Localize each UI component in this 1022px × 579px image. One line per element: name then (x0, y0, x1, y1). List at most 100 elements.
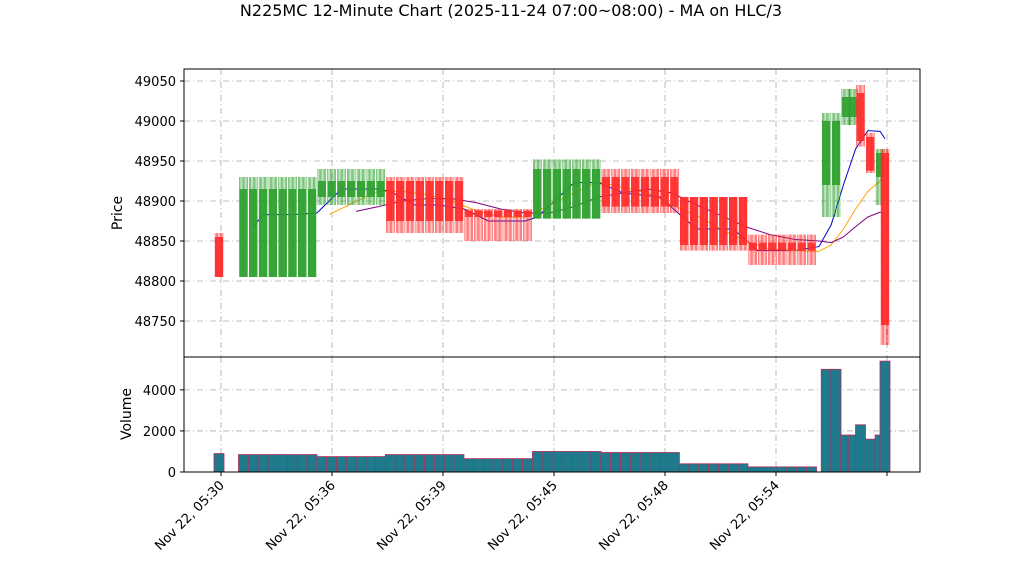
candle-body (768, 242, 777, 251)
candle-body (357, 181, 366, 197)
volume-bar (453, 454, 465, 473)
volume-bar (492, 458, 504, 473)
x-tick-label: Nov 22, 05:30 (152, 478, 228, 554)
candle-body (445, 181, 454, 221)
price-y-tick-label: 49000 (135, 115, 176, 130)
candle-body (680, 197, 689, 245)
volume-bar (512, 458, 524, 473)
volume-bar (864, 438, 876, 473)
candle-body (337, 181, 346, 197)
volume-bar (482, 458, 494, 473)
volume-y-tick-label: 4000 (143, 384, 176, 399)
candle-body (347, 181, 356, 197)
candle-body (425, 181, 434, 221)
candle-body (849, 97, 858, 117)
volume-bar (600, 452, 612, 473)
price-y-tick-label: 48950 (135, 155, 176, 170)
volume-bar (879, 360, 891, 473)
volume-bar (678, 463, 690, 473)
candle-body (552, 169, 561, 219)
volume-bar (561, 451, 573, 473)
volume-bar (639, 452, 651, 473)
candle-body (494, 210, 503, 217)
candle-body (317, 181, 326, 197)
volume-bar (433, 454, 445, 473)
candlesticks (214, 85, 890, 345)
volume-bar (473, 458, 484, 473)
candle-body (415, 181, 424, 221)
volume-bar (669, 452, 680, 473)
volume-bar (326, 456, 338, 473)
volume-bar (688, 463, 700, 473)
candle-body (660, 177, 669, 207)
volume-bar (267, 454, 279, 473)
volume-y-axis-label: Volume (119, 388, 135, 440)
x-tick-label: Nov 22, 05:39 (374, 478, 450, 554)
volume-y-tick-label: 0 (168, 466, 176, 481)
candle-body (503, 210, 512, 217)
candle-body (435, 181, 444, 221)
candle-body (807, 242, 816, 251)
x-tick-label: Nov 22, 05:54 (707, 478, 783, 554)
volume-bar (610, 452, 622, 473)
candle-body (386, 181, 395, 221)
candle-body (601, 177, 610, 207)
volume-bar (820, 368, 832, 473)
candle-body (582, 169, 591, 219)
candle-body (513, 210, 522, 217)
x-axis: Nov 22, 05:30 Nov 22, 05:36 Nov 22, 05:39 N… (152, 472, 888, 554)
candle-body (543, 169, 552, 219)
volume-bar (776, 466, 788, 473)
candle-body (396, 181, 405, 221)
candle-body (856, 93, 865, 141)
candle-body (641, 177, 650, 207)
candle-body (841, 97, 850, 117)
volume-bar (375, 456, 387, 473)
candle-body (484, 210, 493, 217)
candle-body (405, 181, 414, 221)
price-y-tick-label: 48750 (135, 315, 176, 330)
volume-bar (522, 458, 533, 473)
x-tick-label: Nov 22, 05:48 (596, 478, 672, 554)
volume-bar (806, 466, 817, 473)
volume-plot-frame (183, 356, 921, 473)
volume-bar (747, 466, 759, 473)
candle-body (474, 210, 483, 217)
volume-bar (336, 456, 347, 473)
candle-body (611, 177, 620, 207)
candle-body (787, 242, 796, 251)
volume-y-ticks: 0 2000 4000 (143, 384, 184, 481)
candle-body (366, 181, 375, 197)
volume-bar (463, 458, 475, 473)
volume-bar (649, 452, 661, 473)
candle-body (239, 189, 248, 277)
candle-body (268, 189, 277, 277)
volume-bar (766, 466, 778, 473)
volume-bar (620, 452, 631, 473)
volume-bar (365, 456, 377, 473)
candle-body (278, 189, 287, 277)
candle-body (308, 189, 317, 277)
candle-body (327, 181, 336, 197)
chart-title: N225MC 12-Minute Chart (2025-11-24 07:00… (240, 1, 782, 20)
volume-bar (727, 463, 739, 473)
volume-bar (306, 454, 318, 473)
x-tick-label: Nov 22, 05:36 (263, 478, 339, 554)
volume-bar (404, 454, 416, 473)
volume-bar (580, 451, 592, 473)
candle-body (758, 242, 767, 251)
price-y-tick-label: 48800 (135, 275, 176, 290)
candle-body (533, 169, 542, 219)
candle-body (376, 181, 385, 197)
volume-bar (708, 463, 720, 473)
candle-body (621, 177, 630, 207)
volume-bar (590, 451, 602, 473)
volume-bar (717, 463, 729, 473)
volume-bar (394, 454, 406, 473)
candle-body (562, 169, 571, 219)
candle-body (670, 177, 679, 207)
volume-bar (830, 368, 842, 473)
volume-y-tick-label: 2000 (143, 425, 176, 440)
volume-bar (316, 456, 328, 473)
